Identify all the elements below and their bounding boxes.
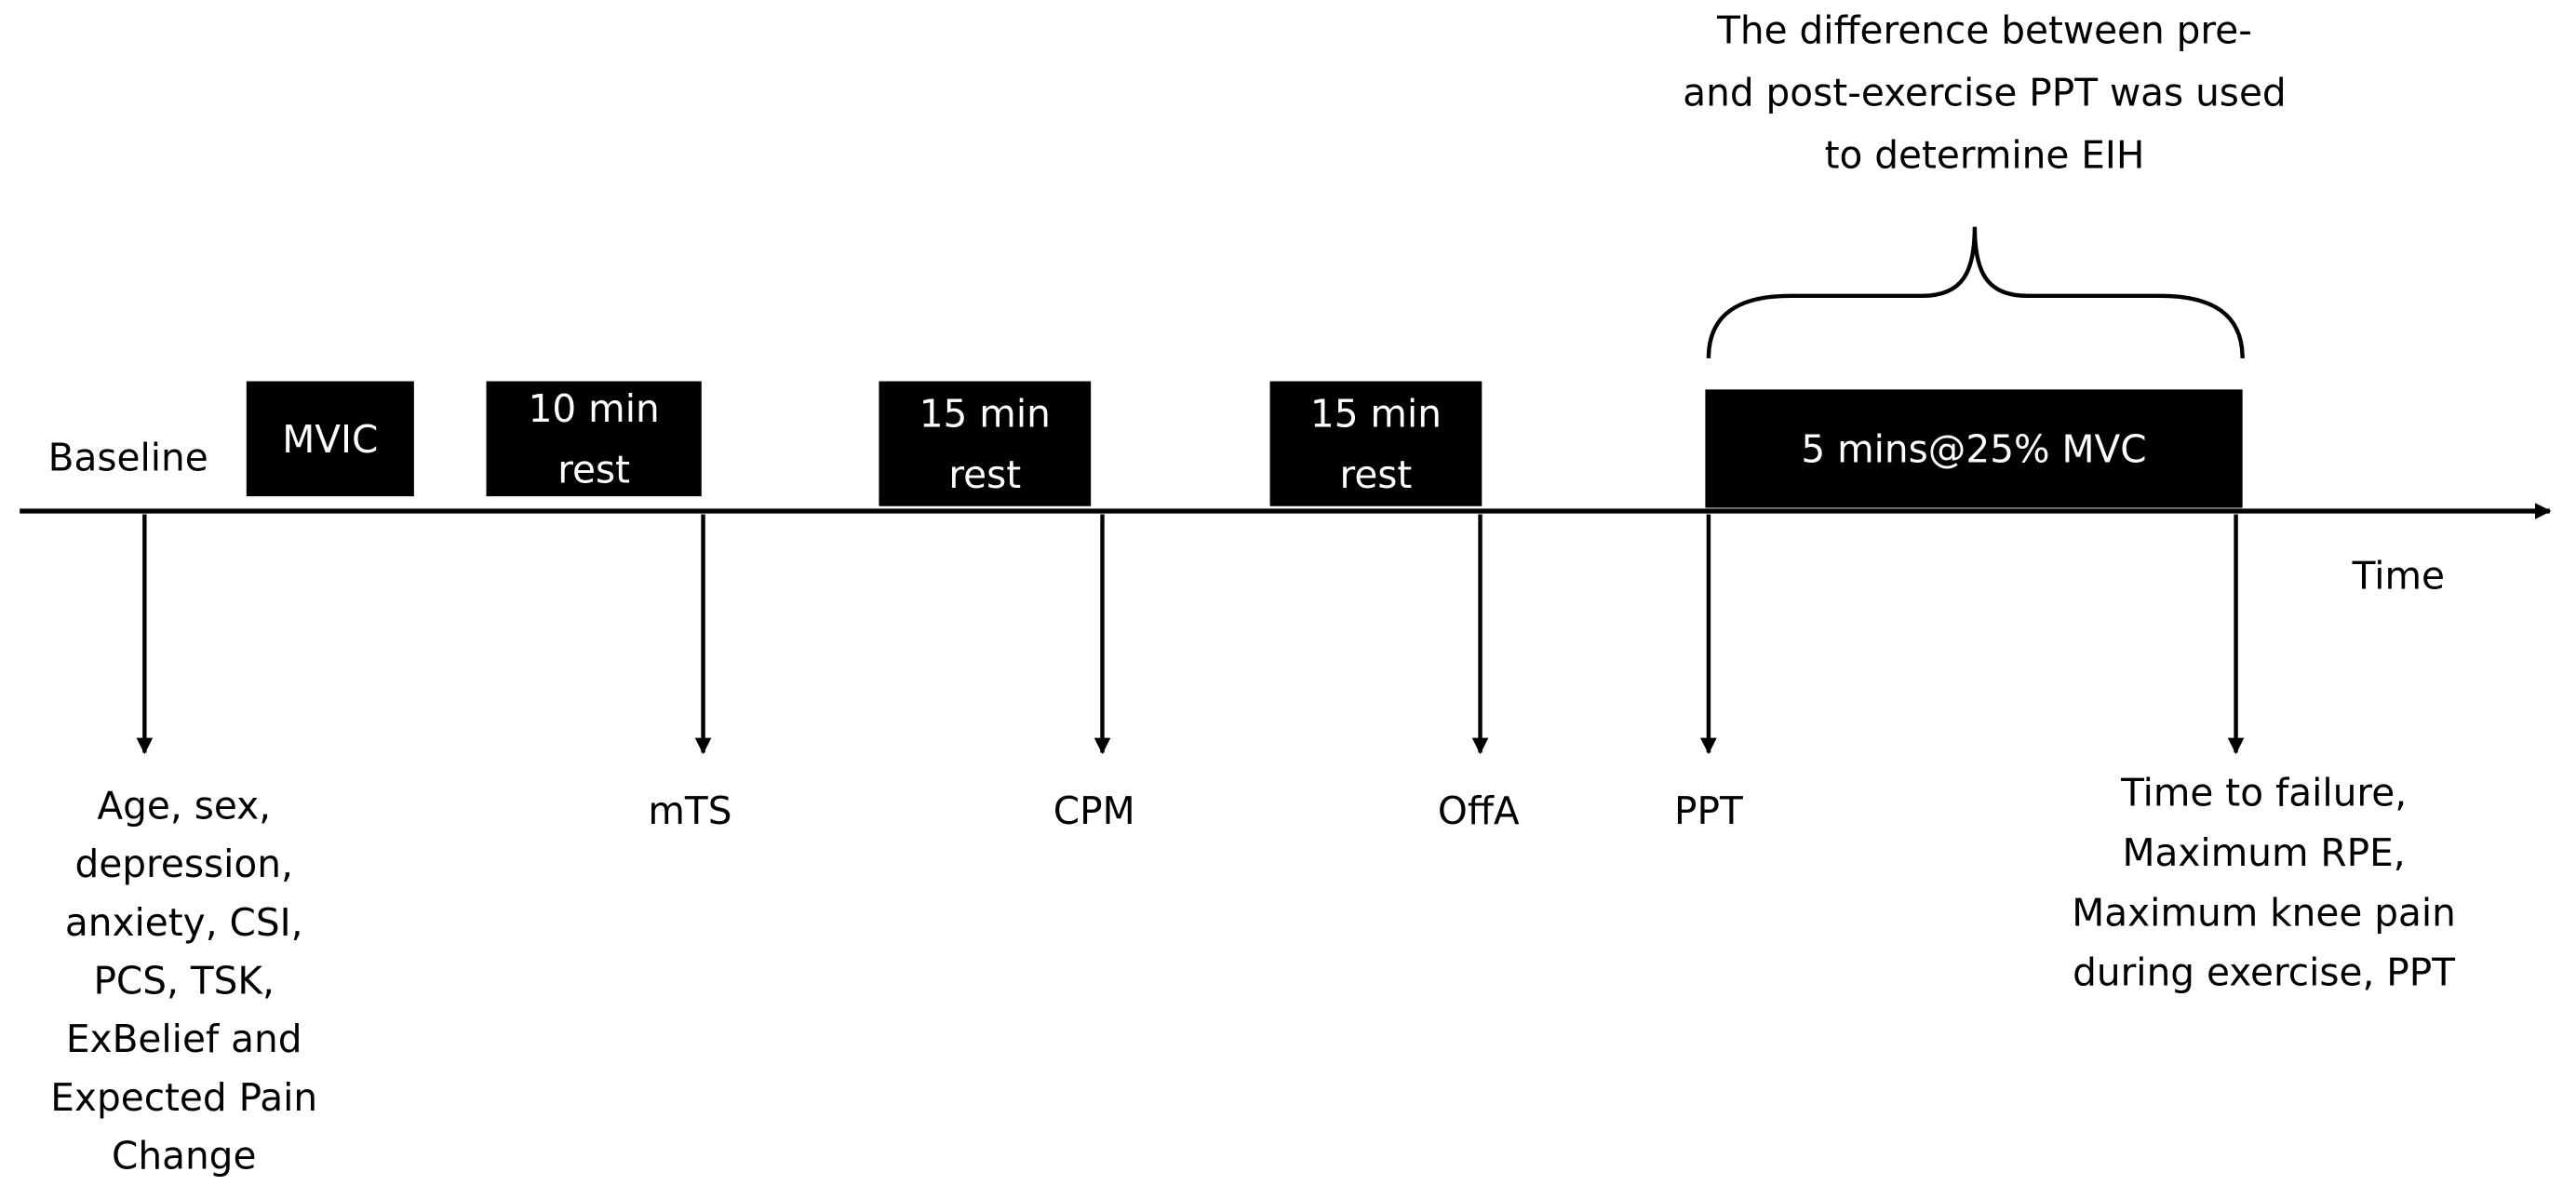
- measure-text: Age, sex,: [97, 784, 271, 829]
- measure-text: Expected Pain: [50, 1075, 317, 1120]
- phase-box: [246, 381, 414, 497]
- measure-text: Maximum RPE,: [2123, 830, 2406, 875]
- phase-text: rest: [948, 452, 1021, 497]
- measure-text: Time to failure,: [2120, 770, 2407, 815]
- phase-text: 15 min: [1310, 392, 1442, 437]
- measure-text: Maximum knee pain: [2072, 890, 2456, 935]
- note-text: and post-exercise PPT was used: [1683, 70, 2286, 115]
- measure-text: PCS, TSK,: [93, 959, 275, 1004]
- measure-text: OffA: [1438, 788, 1520, 833]
- phase-text: MVIC: [282, 417, 378, 462]
- measure-text: Change: [112, 1134, 256, 1179]
- phase-box: [486, 381, 702, 497]
- baseline-label: Baseline: [48, 435, 208, 479]
- note-text: to determine EIH: [1825, 132, 2145, 177]
- measure-text: mTS: [648, 788, 731, 833]
- measure-text: during exercise, PPT: [2073, 950, 2455, 995]
- time-label: Time: [2352, 553, 2445, 598]
- measure-text: depression,: [75, 842, 293, 886]
- phase-text: rest: [1340, 452, 1413, 497]
- measure-text: CPM: [1053, 788, 1135, 833]
- phase-text: rest: [557, 448, 630, 492]
- measure-text: anxiety, CSI,: [65, 900, 303, 945]
- phase-box: [879, 381, 1092, 506]
- brace: [1706, 226, 2245, 358]
- phase-box: [1705, 389, 2243, 508]
- measure-text: PPT: [1674, 788, 1743, 833]
- measure-text: ExBelief and: [66, 1017, 302, 1061]
- phase-text: 10 min: [529, 386, 660, 431]
- phase-box: [1269, 381, 1483, 506]
- note-text: The difference between pre-: [1716, 7, 2252, 52]
- phase-text: 5 mins@25% MVC: [1801, 426, 2146, 471]
- phase-text: 15 min: [919, 392, 1051, 437]
